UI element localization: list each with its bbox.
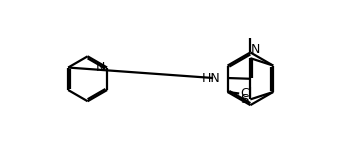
- Text: N: N: [251, 43, 261, 56]
- Text: HN: HN: [201, 71, 220, 85]
- Text: S: S: [240, 93, 248, 106]
- Text: Cl: Cl: [241, 87, 253, 100]
- Text: N: N: [95, 61, 105, 74]
